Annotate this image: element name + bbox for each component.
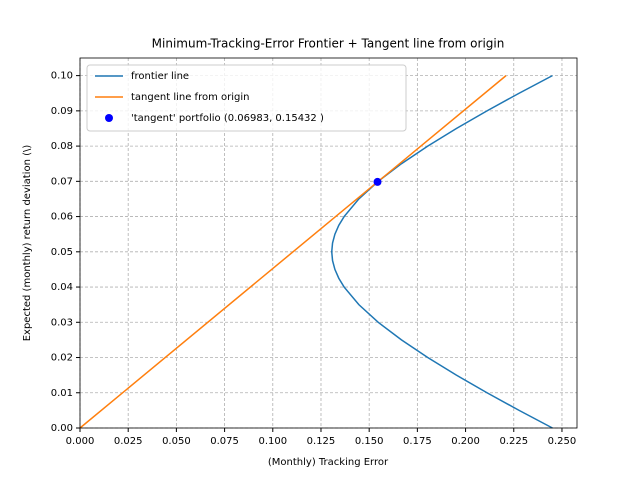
series-line bbox=[79, 75, 507, 429]
x-tick-label: 0.000 bbox=[66, 436, 95, 447]
x-tick-label: 0.225 bbox=[499, 436, 528, 447]
y-axis-label: Expected (monthly) return deviation (\) bbox=[22, 145, 33, 342]
chart-title: Minimum-Tracking-Error Frontier + Tangen… bbox=[152, 37, 505, 51]
x-tick-label: 0.050 bbox=[162, 436, 191, 447]
x-tick-label: 0.100 bbox=[258, 436, 287, 447]
series-point bbox=[373, 177, 382, 186]
legend-label: frontier line bbox=[131, 71, 189, 82]
legend-box bbox=[86, 64, 407, 132]
y-tick-label: 0.07 bbox=[51, 176, 73, 187]
y-tick-label: 0.02 bbox=[51, 353, 73, 364]
x-tick-label: 0.250 bbox=[548, 436, 577, 447]
y-tick-label: 0.09 bbox=[51, 106, 73, 117]
y-tick-label: 0.00 bbox=[51, 423, 73, 434]
legend-swatch bbox=[105, 114, 113, 122]
y-tick-label: 0.04 bbox=[51, 282, 73, 293]
x-tick-label: 0.075 bbox=[210, 436, 239, 447]
plot-frame bbox=[79, 57, 578, 429]
legend-label: 'tangent' portfolio (0.06983, 0.15432 ) bbox=[131, 113, 324, 124]
x-tick-label: 0.150 bbox=[355, 436, 384, 447]
x-tick-label: 0.125 bbox=[307, 436, 336, 447]
legend-label: tangent line from origin bbox=[131, 92, 249, 103]
x-tick-label: 0.175 bbox=[403, 436, 432, 447]
y-tick-label: 0.08 bbox=[51, 141, 73, 152]
y-tick-label: 0.01 bbox=[51, 388, 73, 399]
y-tick-label: 0.03 bbox=[51, 317, 73, 328]
y-tick-label: 0.06 bbox=[51, 212, 73, 223]
x-tick-label: 0.200 bbox=[451, 436, 480, 447]
y-tick-label: 0.10 bbox=[51, 71, 73, 82]
series-line bbox=[330, 74, 553, 429]
y-tick-label: 0.05 bbox=[51, 247, 73, 258]
x-axis-label: (Monthly) Tracking Error bbox=[268, 457, 389, 468]
x-tick-label: 0.025 bbox=[114, 436, 143, 447]
